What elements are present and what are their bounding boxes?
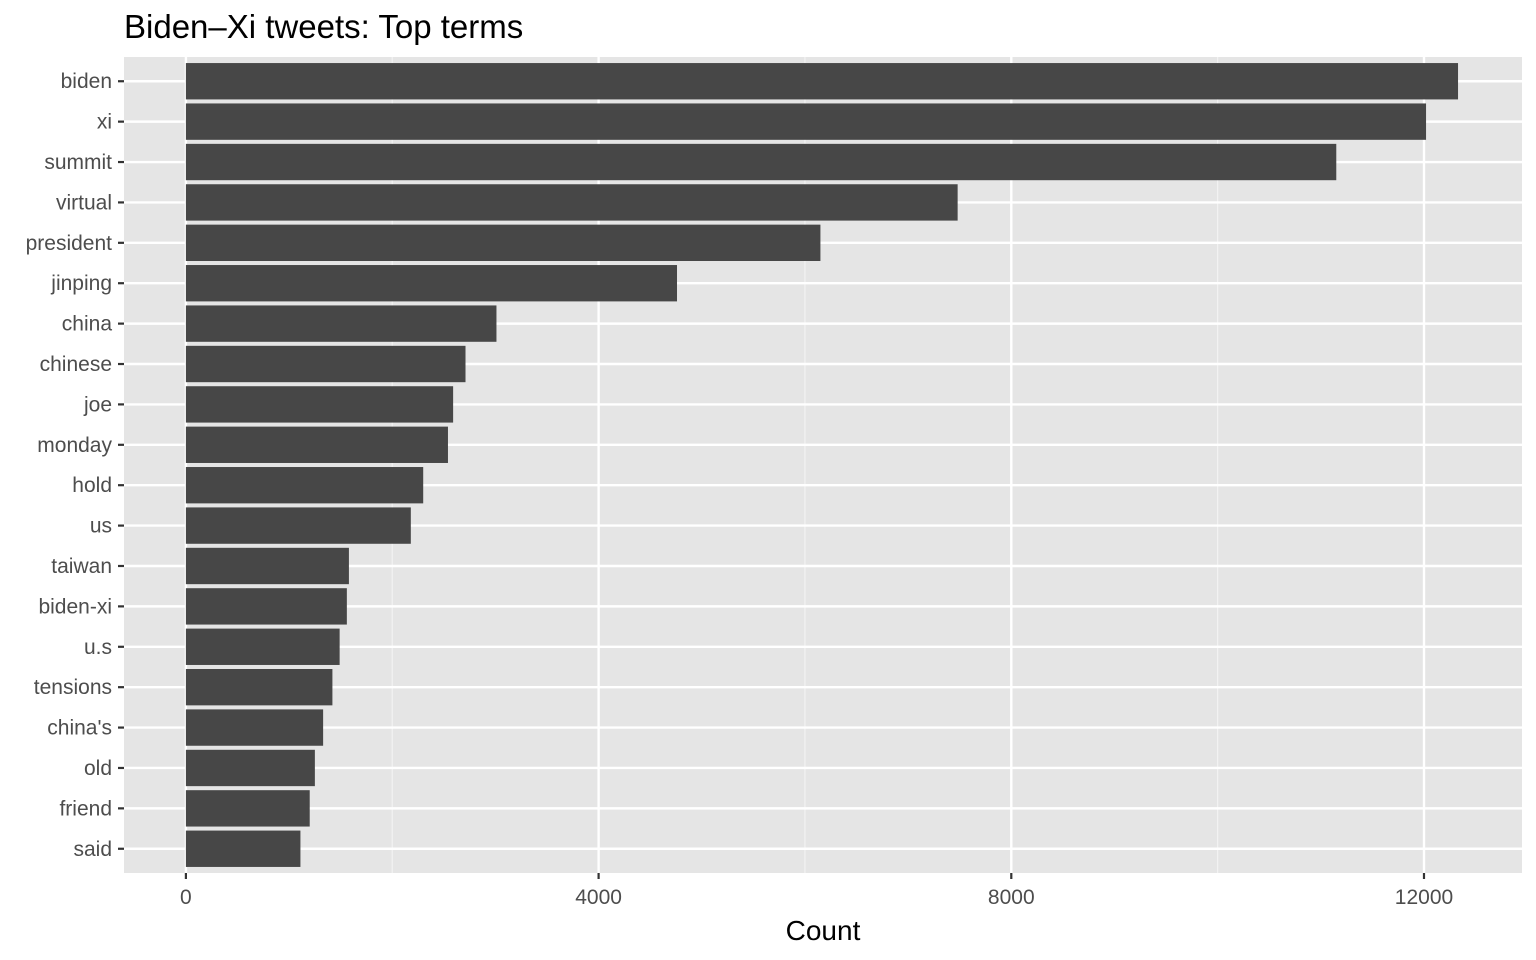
x-axis: 0 4000 8000 12000 xyxy=(180,873,1453,909)
bar-biden xyxy=(185,63,1459,100)
y-tick-label: china's xyxy=(47,717,112,740)
bar-said xyxy=(185,830,301,867)
y-tick-label: xi xyxy=(97,111,112,134)
y-tick-label: biden xyxy=(61,70,112,93)
bar-biden-xi xyxy=(185,588,347,625)
bar-xi xyxy=(185,103,1427,140)
bar-us xyxy=(185,507,411,544)
x-tick-label: 0 xyxy=(180,886,192,909)
y-tick-label: tensions xyxy=(34,676,112,699)
bar-china xyxy=(185,305,497,342)
y-axis: biden xi summit virtual president jinping chin… xyxy=(26,70,124,861)
x-axis-title: Count xyxy=(786,915,861,946)
bar-hold xyxy=(185,467,424,504)
bar-u.s xyxy=(185,628,340,665)
y-tick-label: virtual xyxy=(56,191,112,214)
y-tick-label: chinese xyxy=(40,353,112,376)
bar-china's xyxy=(185,709,324,746)
y-tick-label: u.s xyxy=(84,636,112,659)
y-tick-label: taiwan xyxy=(51,555,112,578)
x-tick-label: 12000 xyxy=(1395,886,1453,909)
bar-president xyxy=(185,224,821,261)
y-tick-label: hold xyxy=(72,474,112,497)
bar-joe xyxy=(185,386,454,423)
y-tick-label: joe xyxy=(83,393,112,416)
x-tick-label: 4000 xyxy=(575,886,622,909)
bar-jinping xyxy=(185,265,678,302)
chart-title: Biden–Xi tweets: Top terms xyxy=(124,8,524,45)
bar-old xyxy=(185,749,315,787)
bar-monday xyxy=(185,426,448,463)
y-tick-label: china xyxy=(62,313,113,336)
y-tick-label: said xyxy=(73,838,112,861)
bar-friend xyxy=(185,790,310,827)
y-tick-label: monday xyxy=(37,434,112,457)
bar-tensions xyxy=(185,669,333,706)
y-tick-label: friend xyxy=(59,797,112,820)
y-tick-label: old xyxy=(84,757,112,780)
bar-virtual xyxy=(185,184,958,221)
y-tick-label: summit xyxy=(44,151,112,174)
bar-taiwan xyxy=(185,547,349,585)
y-tick-label: jinping xyxy=(50,272,112,295)
bars xyxy=(185,63,1459,867)
y-tick-label: president xyxy=(26,232,113,255)
x-tick-label: 8000 xyxy=(988,886,1035,909)
y-tick-label: us xyxy=(90,515,112,538)
y-tick-label: biden-xi xyxy=(38,595,112,618)
bar-summit xyxy=(185,143,1337,181)
bar-chinese xyxy=(185,345,466,383)
